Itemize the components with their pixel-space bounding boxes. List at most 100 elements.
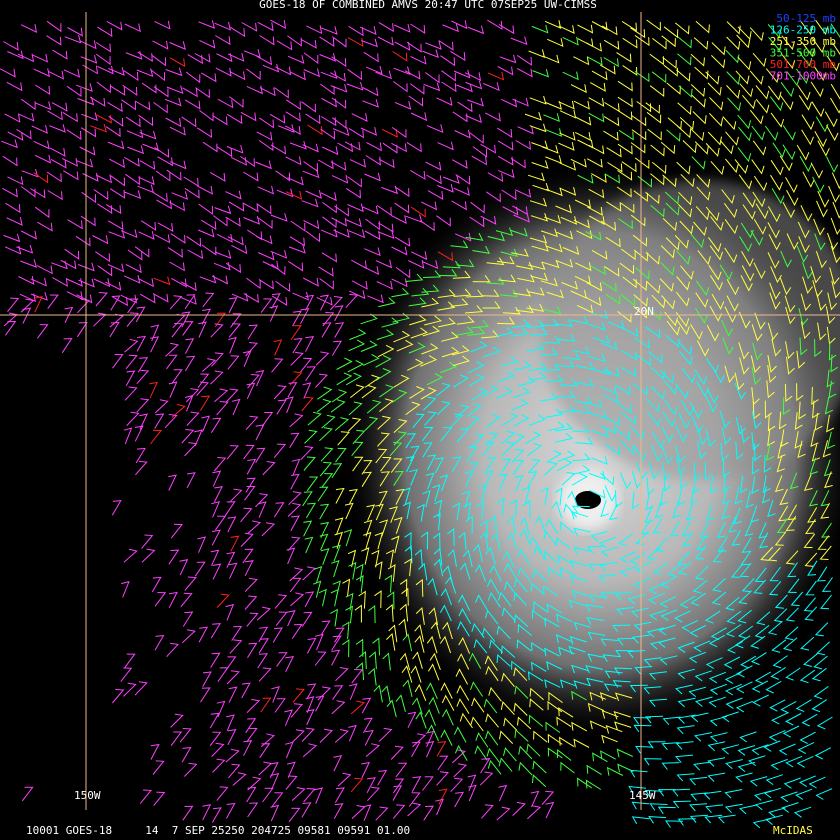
wind-barb: [291, 729, 305, 744]
wind-barb: [784, 626, 799, 641]
wind-barb: [600, 341, 618, 350]
wind-barb: [292, 310, 302, 327]
wind-barb: [229, 26, 246, 38]
wind-barb: [720, 443, 729, 462]
wind-barb: [93, 189, 109, 201]
wind-barb: [368, 604, 376, 624]
wind-barb: [134, 246, 150, 258]
wind-barb: [709, 732, 728, 743]
wind-barb: [511, 448, 525, 464]
wind-barb: [380, 457, 392, 472]
wind-barb: [376, 280, 393, 290]
wind-barb: [305, 335, 315, 352]
wind-barb: [471, 623, 485, 639]
wind-barb: [47, 190, 63, 201]
wind-barb: [453, 374, 469, 388]
wind-barb: [568, 599, 586, 609]
wind-barb: [480, 758, 491, 774]
wind-barb: [467, 327, 486, 336]
wind-barb: [712, 547, 725, 563]
wind-barb: [211, 807, 222, 823]
wind-barb: [709, 113, 724, 127]
wind-barb: [739, 357, 750, 375]
wind-barb: [31, 125, 48, 134]
wind-barb: [421, 343, 439, 355]
wind-barb: [330, 83, 348, 93]
wind-barb: [290, 220, 306, 232]
wind-barb: [744, 519, 754, 537]
wind-barb: [437, 183, 454, 193]
wind-barb: [318, 588, 327, 607]
wind-barb: [620, 294, 636, 307]
wind-barb: [737, 56, 752, 71]
wind-barb: [663, 26, 679, 39]
wind-barb: [226, 670, 240, 685]
wind-barb: [662, 411, 676, 428]
wind-barb: [151, 54, 166, 67]
wind-barb: [725, 697, 743, 709]
wind-barb: [474, 564, 486, 582]
wind-barb: [362, 266, 380, 275]
wind-barb: [643, 686, 662, 695]
wind-barb: [754, 799, 773, 811]
wind-barb: [585, 399, 603, 408]
wind-barb: [677, 36, 692, 49]
wind-barb: [704, 814, 723, 824]
wind-barb: [540, 392, 559, 402]
wind-barb: [588, 112, 605, 123]
wind-barb: [334, 205, 349, 217]
wind-barb: [436, 382, 451, 397]
wind-barb: [7, 297, 20, 313]
wind-barb: [621, 248, 636, 261]
wind-barb: [451, 345, 470, 356]
wind-barb: [645, 252, 660, 265]
wind-barb: [408, 260, 425, 269]
wind-barb: [709, 97, 724, 111]
wind-barb: [406, 141, 422, 153]
wind-barb: [409, 83, 425, 95]
wind-barb: [426, 373, 444, 386]
wind-barb: [136, 68, 154, 78]
wind-barb: [228, 686, 238, 703]
wind-barb: [95, 292, 108, 307]
wind-barb: [228, 562, 238, 579]
wind-barb: [197, 536, 207, 553]
wind-barb: [377, 415, 392, 430]
wind-barb: [107, 101, 123, 113]
wind-barb: [393, 516, 403, 534]
wind-barb: [591, 21, 608, 31]
wind-barb: [677, 487, 686, 506]
wind-barb: [742, 204, 756, 220]
wind-barb: [434, 499, 443, 518]
wind-barb: [384, 574, 393, 593]
wind-barb: [392, 785, 403, 801]
wind-barb: [153, 791, 166, 807]
wind-barb: [708, 634, 726, 648]
wind-barb: [167, 247, 183, 258]
wind-barb: [6, 217, 23, 226]
wind-barb: [721, 427, 732, 445]
wind-barb: [529, 536, 543, 553]
wind-barb: [454, 129, 471, 139]
wind-barb: [497, 140, 514, 151]
wind-barb: [465, 232, 484, 241]
wind-barb: [676, 161, 691, 175]
wind-barb: [484, 655, 498, 671]
wind-barb: [694, 141, 709, 155]
wind-barb: [674, 610, 691, 623]
wind-barb: [125, 370, 136, 387]
wind-barb: [422, 442, 433, 458]
wind-barb: [589, 215, 605, 226]
wind-barb: [694, 670, 712, 682]
wind-barb: [305, 502, 317, 519]
wind-barb: [481, 289, 500, 297]
wind-barb: [591, 70, 608, 81]
wind-barb: [47, 294, 59, 310]
wind-barb: [782, 144, 796, 160]
wind-barb: [800, 321, 811, 340]
wind-barb: [722, 487, 731, 505]
wind-barb: [436, 215, 451, 227]
wind-barb: [690, 792, 709, 801]
wind-barb: [690, 402, 703, 419]
wind-barb: [274, 594, 288, 609]
